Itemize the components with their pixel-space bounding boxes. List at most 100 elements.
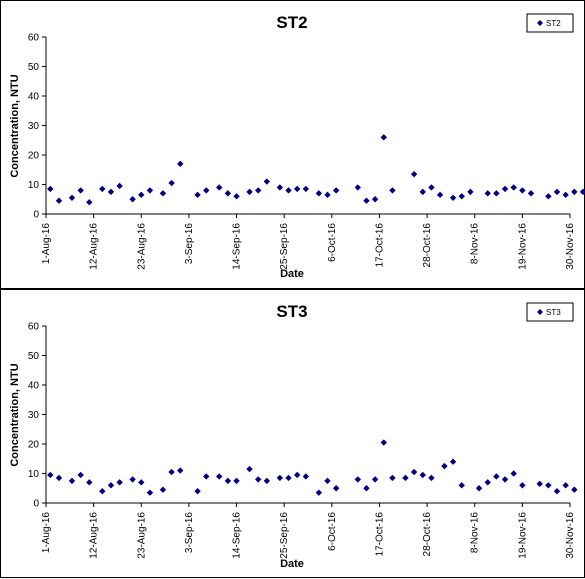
data-point [363,485,370,492]
data-point [246,465,253,473]
data-point [332,485,340,492]
x-tick-label: 23-Aug-16 [136,223,147,270]
data-point [510,470,517,477]
data-point [254,476,262,483]
data-point [354,184,362,191]
data-point [146,489,154,496]
data-point [579,188,585,196]
data-point [233,193,240,200]
data-point [116,479,123,486]
data-point [233,477,240,485]
data-point [371,196,379,203]
y-axis-label: Concentration, NTU [9,74,21,177]
data-point [55,474,63,482]
y-tick-label: 30 [28,121,40,132]
data-point [332,187,340,194]
data-point [493,473,500,480]
x-tick-label: 25-Sep-16 [279,223,290,270]
x-tick-label: 17-Oct-16 [374,512,385,557]
chart-st3: ST3 Date Concentration, NTU ST3 0 10 20 30 4… [0,289,585,578]
data-point [562,482,569,489]
data-point [177,467,184,474]
data-point [458,482,465,489]
x-tick-label: 6-Oct-16 [327,223,338,262]
data-point [129,196,136,203]
data-point [536,480,543,488]
data-point [68,477,76,485]
legend-box [526,13,574,33]
data-point [410,170,418,178]
y-tick-label: 50 [28,62,40,73]
data-point [484,190,491,197]
y-tick-label: 0 [33,210,39,221]
data-point [168,179,175,187]
data-point [467,188,474,196]
x-tick-label: 3-Sep-16 [184,223,195,265]
data-point [68,194,76,201]
legend-box [526,302,574,322]
data-point [493,190,500,197]
y-tick-label: 0 [33,499,39,510]
y-tick-label: 10 [28,469,40,480]
data-point [449,458,457,465]
data-point [86,199,93,206]
data-point [519,482,526,489]
data-point [194,488,201,495]
data-point [458,193,465,200]
data-point [159,190,167,197]
data-point [527,190,535,197]
x-tick-label: 19-Nov-16 [517,512,528,559]
data-point [380,134,387,141]
data-point [315,489,323,496]
legend-label: ST3 [546,308,561,317]
x-tick-label: 28-Oct-16 [422,223,433,268]
data-point [246,188,253,196]
x-tick-label: 6-Oct-16 [327,512,338,551]
x-tick-label: 3-Sep-16 [184,512,195,554]
data-point [107,482,115,489]
data-point [194,191,201,199]
y-tick-label: 60 [28,33,40,44]
data-point [449,194,457,201]
data-point [501,476,509,483]
y-tick-label: 20 [28,440,40,451]
x-tick-label: 12-Aug-16 [89,512,100,559]
x-axis-label: Date [280,558,304,570]
data-point [216,473,223,480]
x-tick-label: 8-Nov-16 [470,512,481,554]
legend-label: ST2 [546,19,561,28]
x-tick-label: 23-Aug-16 [136,512,147,559]
data-point [475,485,483,492]
data-point [47,185,54,193]
x-tick-label: 14-Sep-16 [232,512,243,559]
y-tick-label: 40 [28,92,40,103]
data-point [519,187,526,194]
data-point [224,190,232,197]
data-point [276,184,284,191]
data-point [571,188,578,196]
data-point [146,187,154,194]
data-point [276,474,284,482]
data-point [484,479,491,486]
y-axis-label: Concentration, NTU [9,363,21,466]
data-point [371,476,379,483]
y-tick-label: 10 [28,180,40,191]
data-point [203,473,210,480]
data-point [324,191,331,199]
legend-marker-icon [537,20,543,26]
data-point [436,191,444,199]
data-point [571,486,578,493]
plot-area: 0 10 20 30 40 50 60 1-Aug-16 12-Aug-16 23-Aug-16 3… [28,33,585,270]
data-point [203,187,210,194]
x-tick-label: 28-Oct-16 [422,512,433,557]
data-point [254,187,262,194]
data-point [263,178,271,185]
x-tick-label: 14-Sep-16 [232,223,243,270]
data-point [419,188,426,196]
x-tick-label: 1-Aug-16 [41,512,52,554]
data-point [363,197,370,204]
data-point [138,191,145,199]
data-point [315,190,323,197]
legend: ST3 [526,302,574,322]
